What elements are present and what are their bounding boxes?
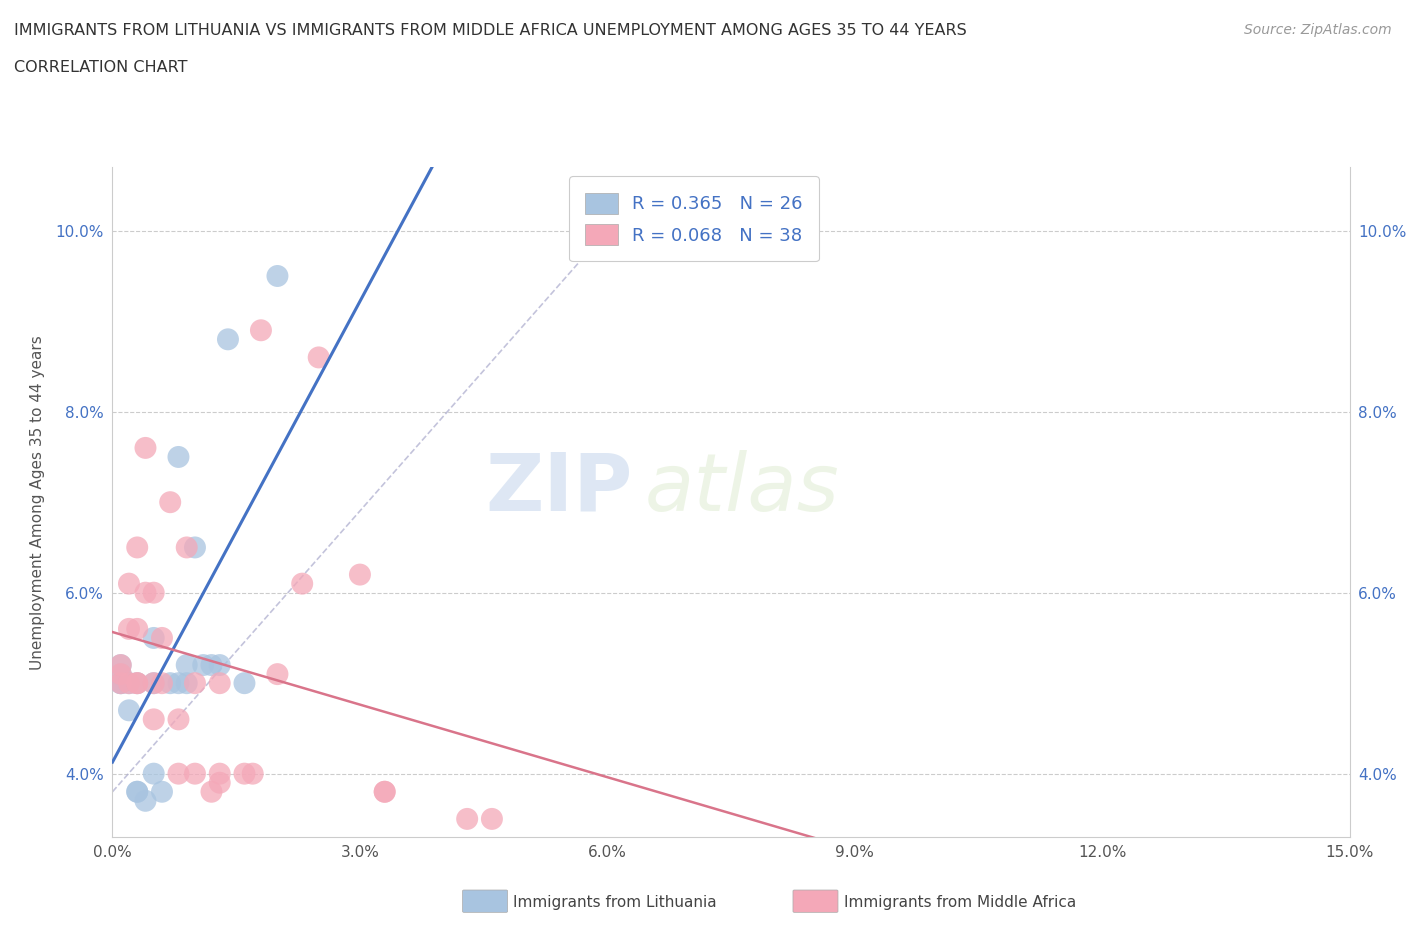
Point [142, 712, 165, 727]
Point [193, 658, 215, 672]
Point [291, 577, 314, 591]
Point [110, 676, 132, 691]
Point [110, 658, 132, 672]
Point [134, 441, 156, 456]
Point [176, 540, 198, 555]
Point [142, 631, 165, 645]
Point [127, 676, 149, 691]
Point [167, 712, 190, 727]
Point [208, 776, 231, 790]
Point [217, 332, 239, 347]
Point [456, 812, 478, 827]
Point [134, 585, 156, 600]
Point [266, 269, 288, 284]
Point [110, 658, 132, 672]
Point [233, 766, 256, 781]
Legend: R = 0.365   N = 26, R = 0.068   N = 38: R = 0.365 N = 26, R = 0.068 N = 38 [569, 177, 818, 261]
Point [242, 766, 264, 781]
Text: IMMIGRANTS FROM LITHUANIA VS IMMIGRANTS FROM MIDDLE AFRICA UNEMPLOYMENT AMONG AG: IMMIGRANTS FROM LITHUANIA VS IMMIGRANTS … [14, 23, 967, 38]
Point [159, 495, 181, 510]
Text: Immigrants from Lithuania: Immigrants from Lithuania [513, 895, 717, 910]
Point [176, 658, 198, 672]
Point [118, 621, 141, 636]
Point [150, 631, 173, 645]
Point [308, 350, 330, 365]
Point [127, 676, 149, 691]
Text: CORRELATION CHART: CORRELATION CHART [14, 60, 187, 75]
Point [167, 676, 190, 691]
Point [250, 323, 273, 338]
Point [127, 784, 149, 799]
Point [110, 667, 132, 682]
Point [134, 793, 156, 808]
Point [266, 667, 288, 682]
Point [184, 540, 207, 555]
Point [142, 766, 165, 781]
Point [150, 784, 173, 799]
Y-axis label: Unemployment Among Ages 35 to 44 years: Unemployment Among Ages 35 to 44 years [30, 335, 45, 670]
Point [127, 621, 149, 636]
Text: ZIP: ZIP [485, 450, 633, 528]
Point [349, 567, 371, 582]
Text: Source: ZipAtlas.com: Source: ZipAtlas.com [1244, 23, 1392, 37]
Point [208, 658, 231, 672]
Point [142, 676, 165, 691]
Point [127, 784, 149, 799]
Point [481, 812, 503, 827]
Point [118, 703, 141, 718]
Point [159, 676, 181, 691]
Point [150, 676, 173, 691]
Point [167, 766, 190, 781]
Point [110, 676, 132, 691]
Point [200, 658, 222, 672]
Point [110, 667, 132, 682]
Point [142, 676, 165, 691]
Point [374, 784, 396, 799]
Point [118, 676, 141, 691]
Point [208, 766, 231, 781]
Point [200, 784, 222, 799]
Point [176, 676, 198, 691]
Point [127, 540, 149, 555]
Point [110, 676, 132, 691]
Point [127, 676, 149, 691]
Point [184, 766, 207, 781]
Point [118, 676, 141, 691]
Point [142, 585, 165, 600]
Point [184, 676, 207, 691]
Text: Immigrants from Middle Africa: Immigrants from Middle Africa [844, 895, 1076, 910]
Point [374, 784, 396, 799]
Point [233, 676, 256, 691]
Text: atlas: atlas [644, 450, 839, 528]
Point [167, 449, 190, 464]
Point [118, 577, 141, 591]
Point [208, 676, 231, 691]
